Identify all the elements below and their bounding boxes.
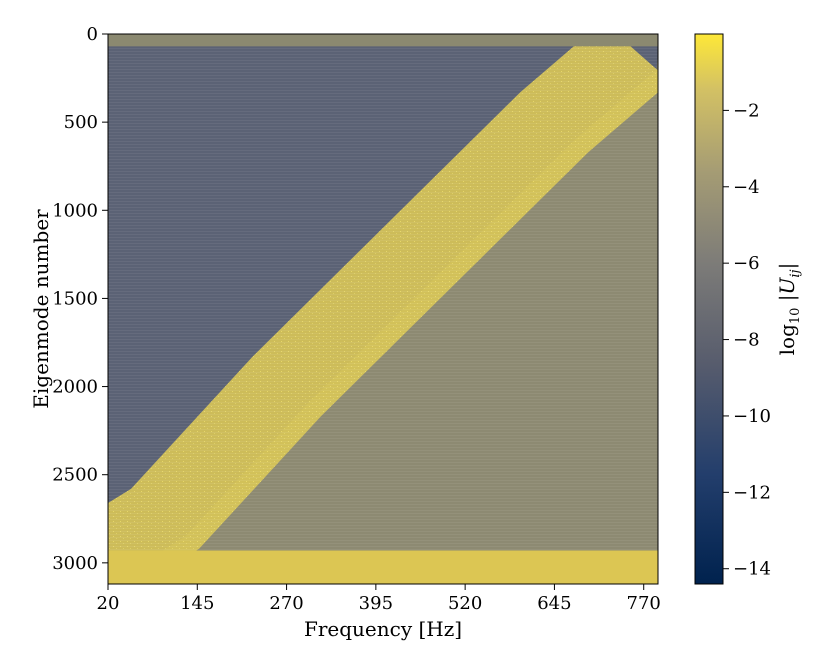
y-tick-label: 1000 <box>52 200 98 221</box>
x-tick-label: 270 <box>269 593 303 614</box>
x-tick-label: 645 <box>537 593 571 614</box>
x-axis: 20 145 270 395 520 645 770 <box>97 584 661 614</box>
x-tick-label: 20 <box>97 593 120 614</box>
y-axis-label: Eigenmode number <box>29 209 53 409</box>
x-tick-label: 395 <box>359 593 393 614</box>
x-tick-label: 520 <box>448 593 482 614</box>
plot-frame <box>107 33 659 585</box>
y-tick-label: 1500 <box>52 288 98 309</box>
y-tick-label: 0 <box>87 24 98 45</box>
colorbar-label: log10 |Uij| <box>775 263 803 356</box>
heatmap <box>108 34 658 584</box>
top-low-mode-strip <box>108 34 658 47</box>
colorbar-ticks: −2 −4 −6 −8 −10 −12 −14 <box>723 100 771 580</box>
x-axis-label: Frequency [Hz] <box>304 617 462 641</box>
x-tick-label: 145 <box>180 593 214 614</box>
colorbar-tick-label: −4 <box>733 177 760 198</box>
colorbar-tick-label: −6 <box>733 253 760 274</box>
bottom-saturated-block <box>108 550 658 584</box>
colorbar-tick-label: −14 <box>733 559 771 580</box>
colorbar-tick-label: −8 <box>733 330 760 351</box>
x-tick-label: 770 <box>627 593 661 614</box>
band-speckle <box>108 34 658 584</box>
y-tick-label: 3000 <box>52 553 98 574</box>
y-tick-label: 500 <box>64 112 98 133</box>
y-tick-label: 2500 <box>52 465 98 486</box>
colorbar-tick-label: −10 <box>733 406 771 427</box>
colorbar-tick-label: −12 <box>733 482 771 503</box>
y-tick-label: 2000 <box>52 377 98 398</box>
y-axis: 0 500 1000 1500 2000 2500 3000 <box>52 24 108 574</box>
colorbar <box>694 33 724 585</box>
colorbar-tick-label: −2 <box>733 100 760 121</box>
